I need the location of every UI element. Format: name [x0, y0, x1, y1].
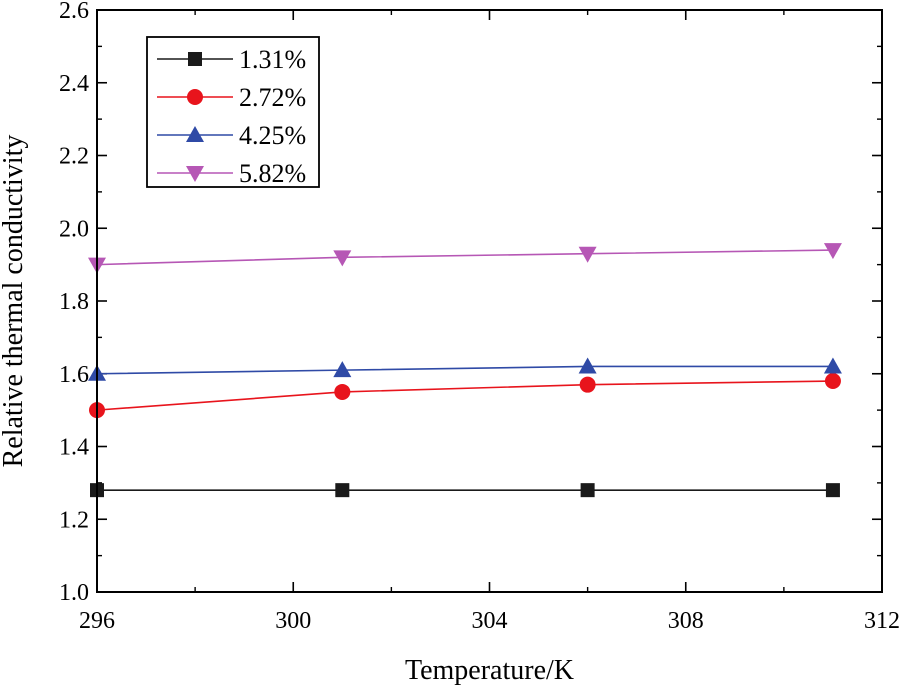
y-tick-label: 2.0 — [59, 216, 89, 242]
legend-item: 1.31% — [157, 45, 306, 74]
series-line — [96, 380, 833, 411]
legend-item: 4.25% — [157, 121, 306, 150]
axis-ticks: 296 300 304 308 312 1.0 1.2 1.4 1.6 1.8 2.0 2.2 2.4 2… — [59, 0, 900, 634]
data-point-marker — [823, 357, 842, 374]
data-point-marker — [579, 376, 596, 393]
data-point-marker — [334, 383, 351, 400]
legend-label: 4.25% — [239, 121, 306, 150]
y-tick-label: 2.6 — [59, 0, 89, 24]
y-tick-label: 1.0 — [59, 580, 89, 606]
y-axis-label: Relative thermal conductivity — [0, 135, 29, 468]
plot-frame — [96, 9, 883, 593]
series-1 — [90, 483, 840, 498]
legend-item: 5.82% — [157, 159, 306, 188]
legend-label: 5.82% — [239, 159, 306, 188]
x-tick-label: 304 — [472, 608, 508, 634]
legend-marker — [187, 89, 203, 105]
y-tick-label: 1.2 — [59, 507, 89, 533]
x-tick-label: 308 — [668, 608, 704, 634]
series-2 — [89, 373, 841, 419]
series-line — [96, 365, 833, 375]
plot-series — [88, 243, 842, 498]
legend-marker — [186, 126, 204, 142]
data-point-marker — [578, 357, 597, 374]
y-tick-label: 1.4 — [59, 435, 89, 461]
legend-box — [146, 36, 320, 188]
legend-marker — [186, 166, 204, 182]
data-point-marker — [333, 361, 352, 378]
legend: 1.31% 2.72% 4.25% 5.82% — [146, 36, 320, 188]
data-point-marker — [580, 483, 595, 498]
data-point-marker — [578, 246, 597, 263]
x-tick-label: 296 — [79, 608, 115, 634]
legend-label: 2.72% — [239, 83, 306, 112]
y-tick-label: 2.2 — [59, 144, 89, 170]
y-tick-label: 1.6 — [59, 362, 89, 388]
legend-marker — [188, 52, 202, 66]
x-axis-label: Temperature/K — [405, 655, 574, 686]
data-point-marker — [823, 243, 842, 260]
legend-label: 1.31% — [239, 45, 306, 74]
data-point-marker — [333, 250, 352, 267]
series-4 — [88, 243, 842, 274]
x-tick-label: 312 — [864, 608, 900, 634]
data-point-marker — [335, 483, 350, 498]
x-tick-label: 300 — [275, 608, 311, 634]
series-3 — [88, 357, 842, 381]
data-point-marker — [824, 373, 841, 390]
y-tick-label: 2.4 — [59, 71, 89, 97]
series-line — [96, 249, 833, 266]
y-tick-label: 1.8 — [59, 289, 89, 315]
legend-item: 2.72% — [157, 83, 306, 112]
data-point-marker — [825, 483, 840, 498]
